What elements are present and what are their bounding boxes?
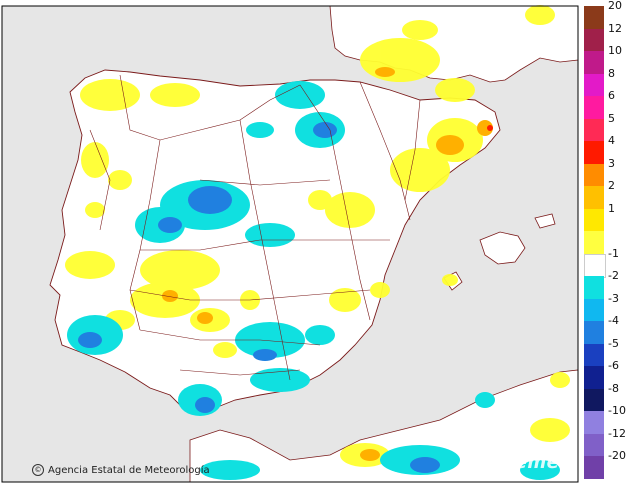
region-borders — [89, 74, 421, 381]
mallorca — [479, 231, 526, 265]
legend-label: -6 — [608, 359, 619, 372]
legend-label: -8 — [608, 381, 619, 395]
strong-negative-anomaly-areas — [78, 122, 440, 473]
agency-credit: © Agencia Estatal de Meteorología — [32, 464, 210, 476]
legend-swatch — [584, 343, 604, 366]
legend-swatch — [584, 276, 604, 299]
peak-positive-anomaly — [487, 125, 493, 131]
legend-swatch — [584, 208, 604, 231]
legend-swatch — [584, 51, 604, 74]
map-border — [1, 5, 579, 483]
copyright-icon: © — [32, 464, 44, 476]
menorca — [534, 213, 556, 229]
legend-swatch — [584, 366, 604, 389]
legend-label: 3 — [608, 156, 615, 170]
legend-swatch — [584, 298, 604, 321]
legend-swatch — [584, 28, 604, 51]
legend-swatch — [584, 73, 604, 96]
legend-swatch — [584, 231, 604, 254]
legend-label: -10 — [608, 404, 626, 417]
legend-label: 20 — [608, 0, 622, 12]
legend-label: 12 — [608, 21, 622, 35]
legend-label: 10 — [608, 44, 622, 57]
legend-swatch — [584, 186, 604, 209]
legend-swatch — [584, 163, 604, 186]
legend-label: 5 — [608, 111, 615, 125]
legend-swatch — [584, 6, 604, 29]
legend-label: -2 — [608, 269, 619, 282]
legend-swatch — [584, 411, 604, 434]
legend-label: 8 — [608, 66, 615, 80]
legend-label: -4 — [608, 314, 619, 327]
agency-credit-text: Agencia Estatal de Meteorología — [48, 464, 210, 476]
legend-label: -5 — [608, 336, 619, 350]
legend-label: 1 — [608, 201, 615, 215]
legend-swatch — [584, 388, 604, 411]
legend-label: -12 — [608, 426, 626, 440]
legend-swatch — [584, 433, 604, 456]
legend-label: -1 — [608, 246, 619, 260]
legend-swatch — [584, 96, 604, 119]
legend-label: -3 — [608, 291, 619, 305]
legend-swatch — [584, 118, 604, 141]
legend-swatch — [584, 321, 604, 344]
legend-swatch — [584, 456, 604, 479]
legend-label: 2 — [608, 179, 615, 192]
legend-swatch — [584, 253, 606, 278]
strong-positive-anomaly-areas — [162, 67, 493, 461]
legend-label: 4 — [608, 134, 615, 147]
aemet-watermark: aemet — [502, 452, 569, 473]
legend-label: 6 — [608, 89, 615, 102]
legend-swatch — [584, 141, 604, 164]
color-legend: 20 12 10 8 6 5 4 3 2 1 -1 -2 -3 -4 -5 -6 -8 -10 -12 -20 — [578, 0, 630, 490]
legend-label: -20 — [608, 449, 626, 462]
